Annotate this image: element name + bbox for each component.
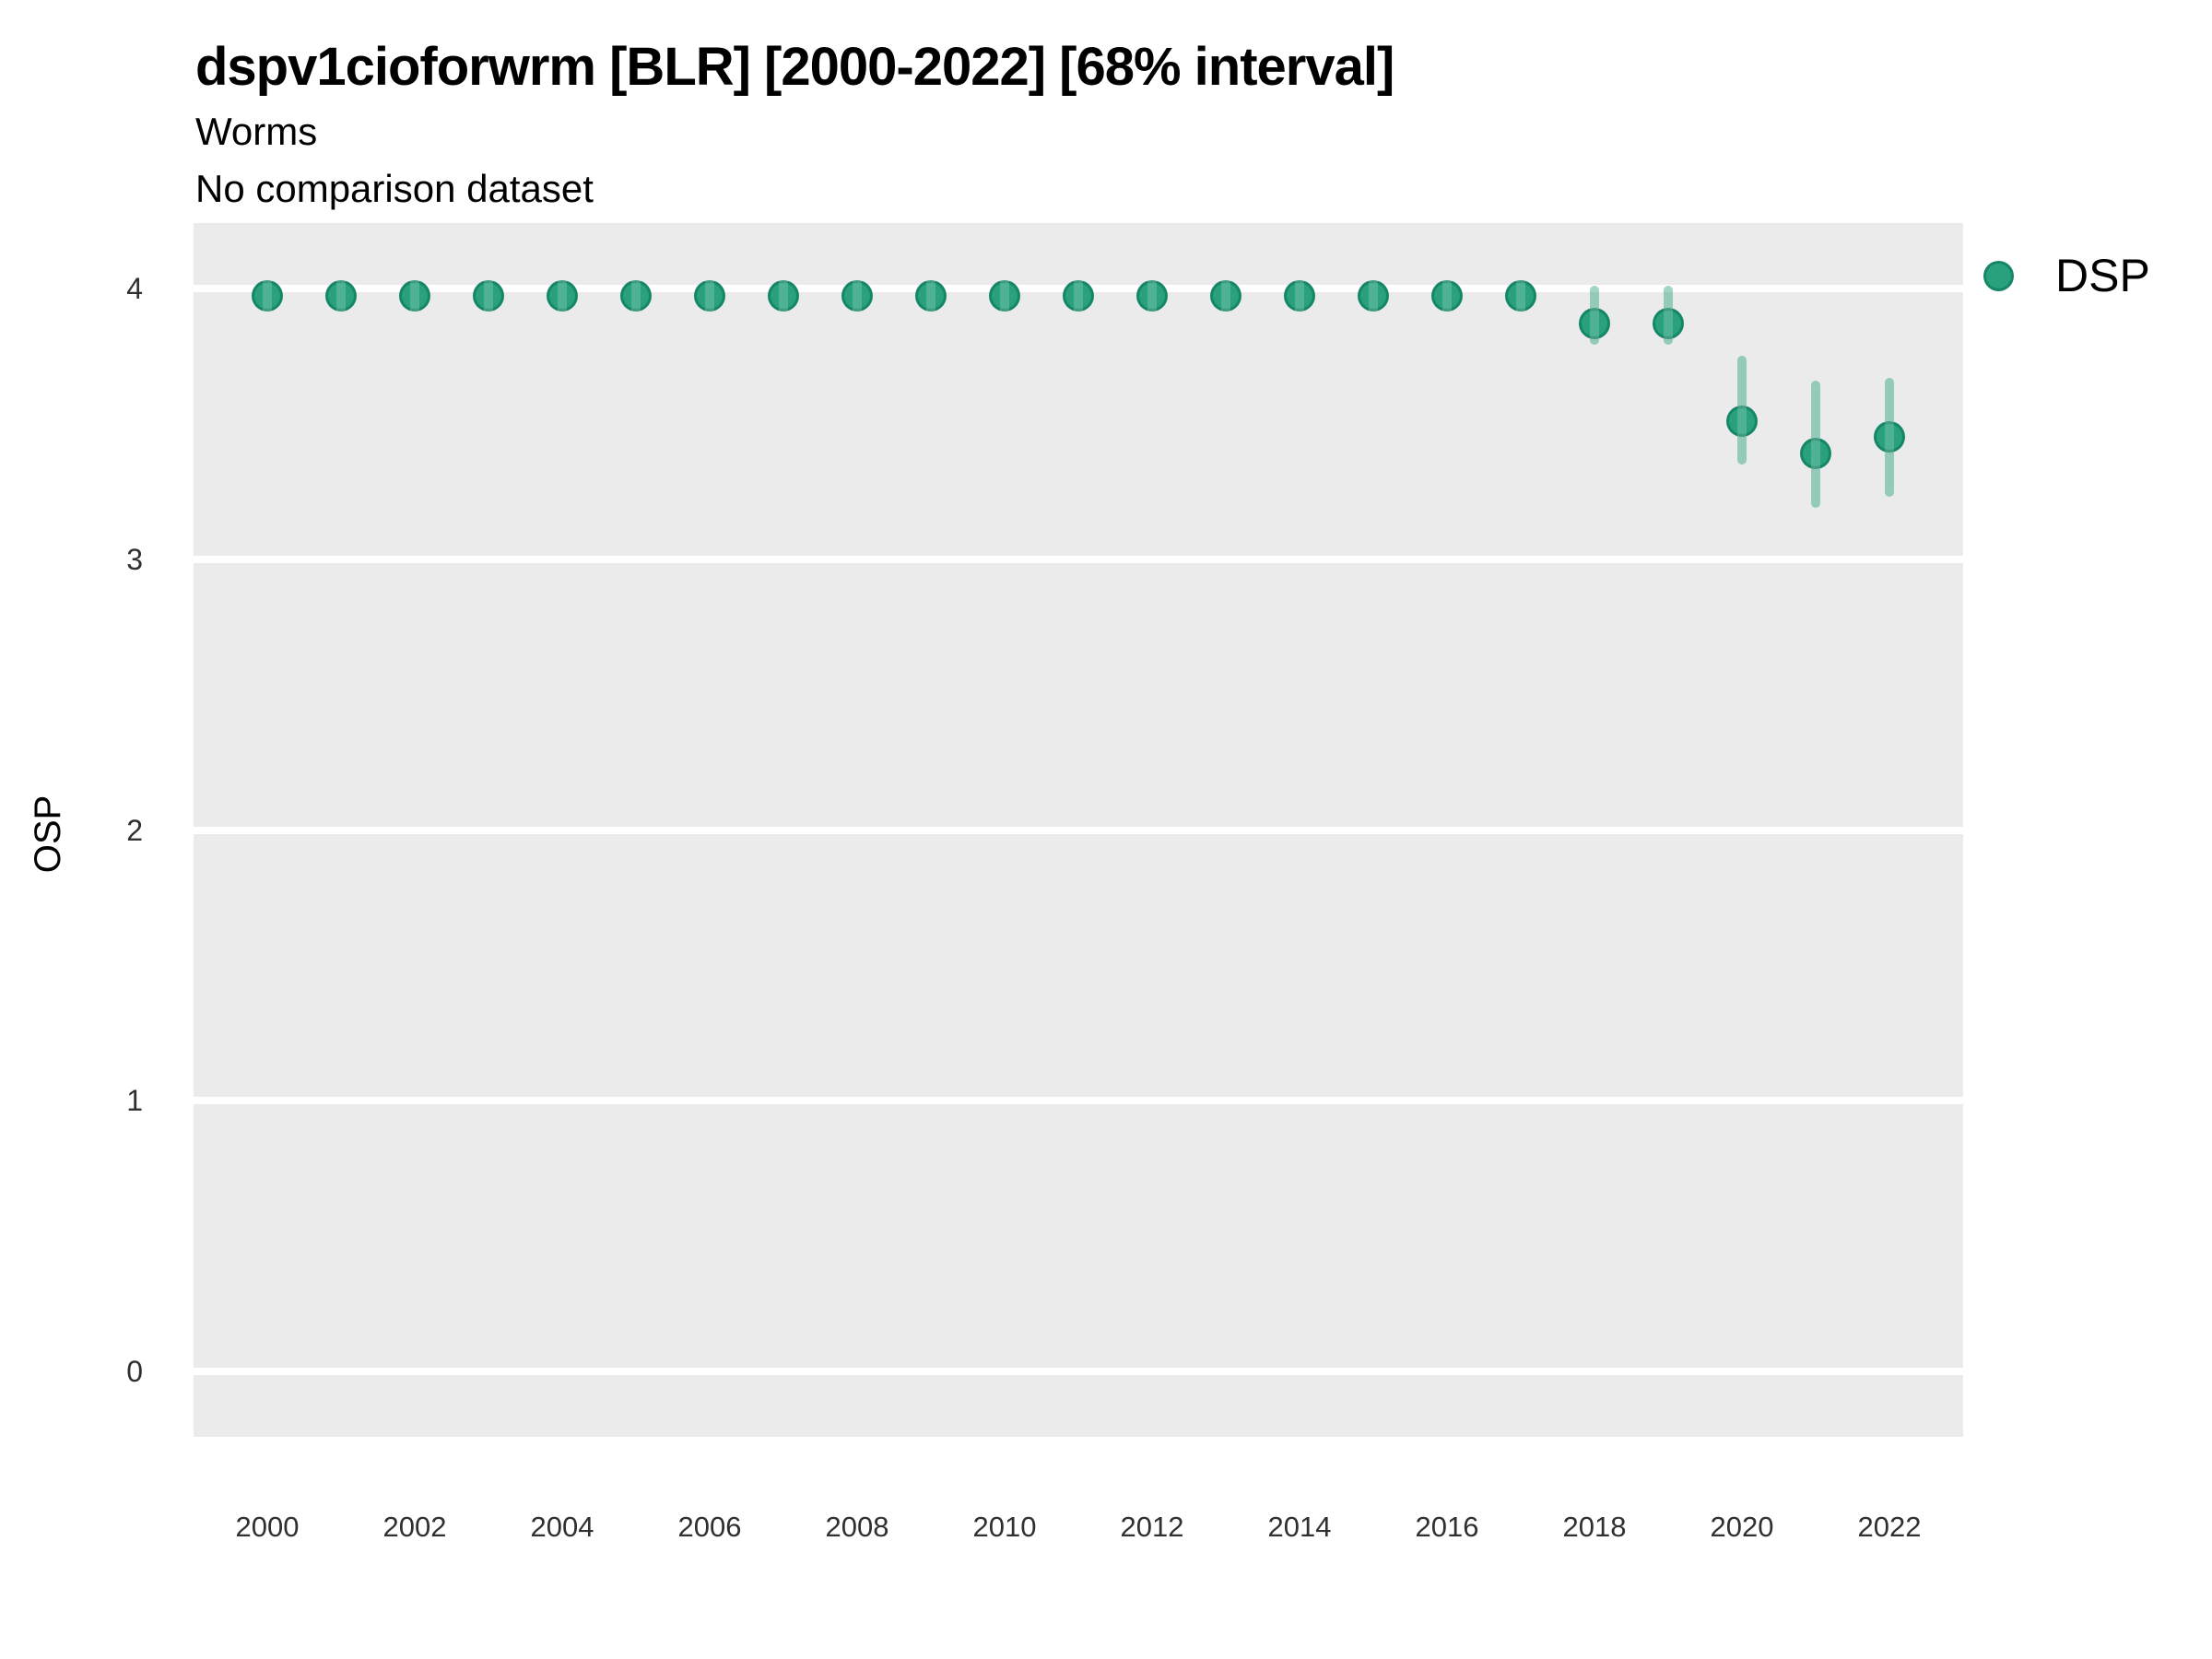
point-stripe-2014	[1295, 280, 1304, 312]
x-tick-label-2006: 2006	[677, 1511, 742, 1543]
point-stripe-2021	[1811, 437, 1820, 469]
chart-subtitle: Worms	[195, 110, 318, 153]
point-2013	[1210, 280, 1241, 312]
point-stripe-2011	[1074, 280, 1083, 312]
x-tick-label-2020: 2020	[1710, 1511, 1774, 1543]
point-stripe-2008	[853, 280, 862, 312]
gridline-y-3	[194, 555, 1963, 563]
point-stripe-2017	[1516, 280, 1525, 312]
gridline-y-1	[194, 1097, 1963, 1105]
point-2008	[841, 280, 873, 312]
point-2020	[1726, 405, 1758, 437]
point-stripe-2000	[263, 280, 272, 312]
point-2014	[1284, 280, 1315, 312]
x-tick-label-2012: 2012	[1120, 1511, 1184, 1543]
y-tick-label-1: 1	[126, 1084, 143, 1118]
point-stripe-2012	[1147, 280, 1157, 312]
point-stripe-2001	[336, 280, 346, 312]
point-stripe-2015	[1369, 280, 1378, 312]
point-2012	[1136, 280, 1168, 312]
point-2002	[399, 280, 430, 312]
gridline-y-0	[194, 1368, 1963, 1376]
gridline-y-2	[194, 826, 1963, 834]
x-tick-label-2018: 2018	[1562, 1511, 1627, 1543]
point-2009	[915, 280, 947, 312]
point-2016	[1431, 280, 1463, 312]
point-stripe-2006	[705, 280, 714, 312]
point-2004	[547, 280, 578, 312]
point-2021	[1800, 437, 1831, 469]
x-tick-label-2022: 2022	[1857, 1511, 1922, 1543]
x-tick-label-2000: 2000	[235, 1511, 300, 1543]
point-stripe-2005	[631, 280, 641, 312]
point-2001	[325, 280, 357, 312]
point-2006	[694, 280, 725, 312]
point-stripe-2016	[1442, 280, 1452, 312]
point-stripe-2013	[1221, 280, 1230, 312]
y-tick-label-0: 0	[126, 1355, 143, 1389]
point-2018	[1579, 307, 1610, 339]
legend-point-icon	[1983, 260, 2014, 291]
point-stripe-2003	[484, 280, 493, 312]
point-2015	[1358, 280, 1389, 312]
chart-subtitle-2: No comparison dataset	[195, 167, 594, 210]
point-2017	[1505, 280, 1536, 312]
y-tick-label-4: 4	[126, 271, 143, 305]
plot-panel	[194, 223, 1963, 1437]
point-stripe-2010	[1000, 280, 1009, 312]
point-stripe-2002	[410, 280, 419, 312]
point-2003	[473, 280, 504, 312]
x-tick-label-2008: 2008	[825, 1511, 889, 1543]
point-2007	[768, 280, 799, 312]
point-stripe-2009	[926, 280, 935, 312]
point-2022	[1874, 421, 1905, 453]
point-2019	[1653, 307, 1684, 339]
point-2011	[1063, 280, 1094, 312]
x-tick-label-2002: 2002	[382, 1511, 447, 1543]
point-stripe-2020	[1737, 405, 1747, 437]
point-stripe-2018	[1590, 307, 1599, 339]
x-tick-label-2014: 2014	[1267, 1511, 1332, 1543]
x-tick-label-2004: 2004	[530, 1511, 594, 1543]
legend-label: DSP	[2055, 250, 2150, 301]
y-tick-label-2: 2	[126, 813, 143, 847]
point-2005	[620, 280, 652, 312]
point-2000	[252, 280, 283, 312]
point-stripe-2007	[779, 280, 788, 312]
x-tick-label-2016: 2016	[1415, 1511, 1479, 1543]
point-stripe-2019	[1664, 307, 1673, 339]
point-stripe-2022	[1885, 421, 1894, 453]
point-stripe-2004	[558, 280, 567, 312]
chart-title: dspv1cioforwrm [BLR] [2000-2022] [68% in…	[195, 37, 1394, 97]
y-tick-label-3: 3	[126, 542, 143, 576]
legend: DSP	[1983, 245, 2150, 306]
x-tick-label-2010: 2010	[972, 1511, 1037, 1543]
point-2010	[989, 280, 1020, 312]
